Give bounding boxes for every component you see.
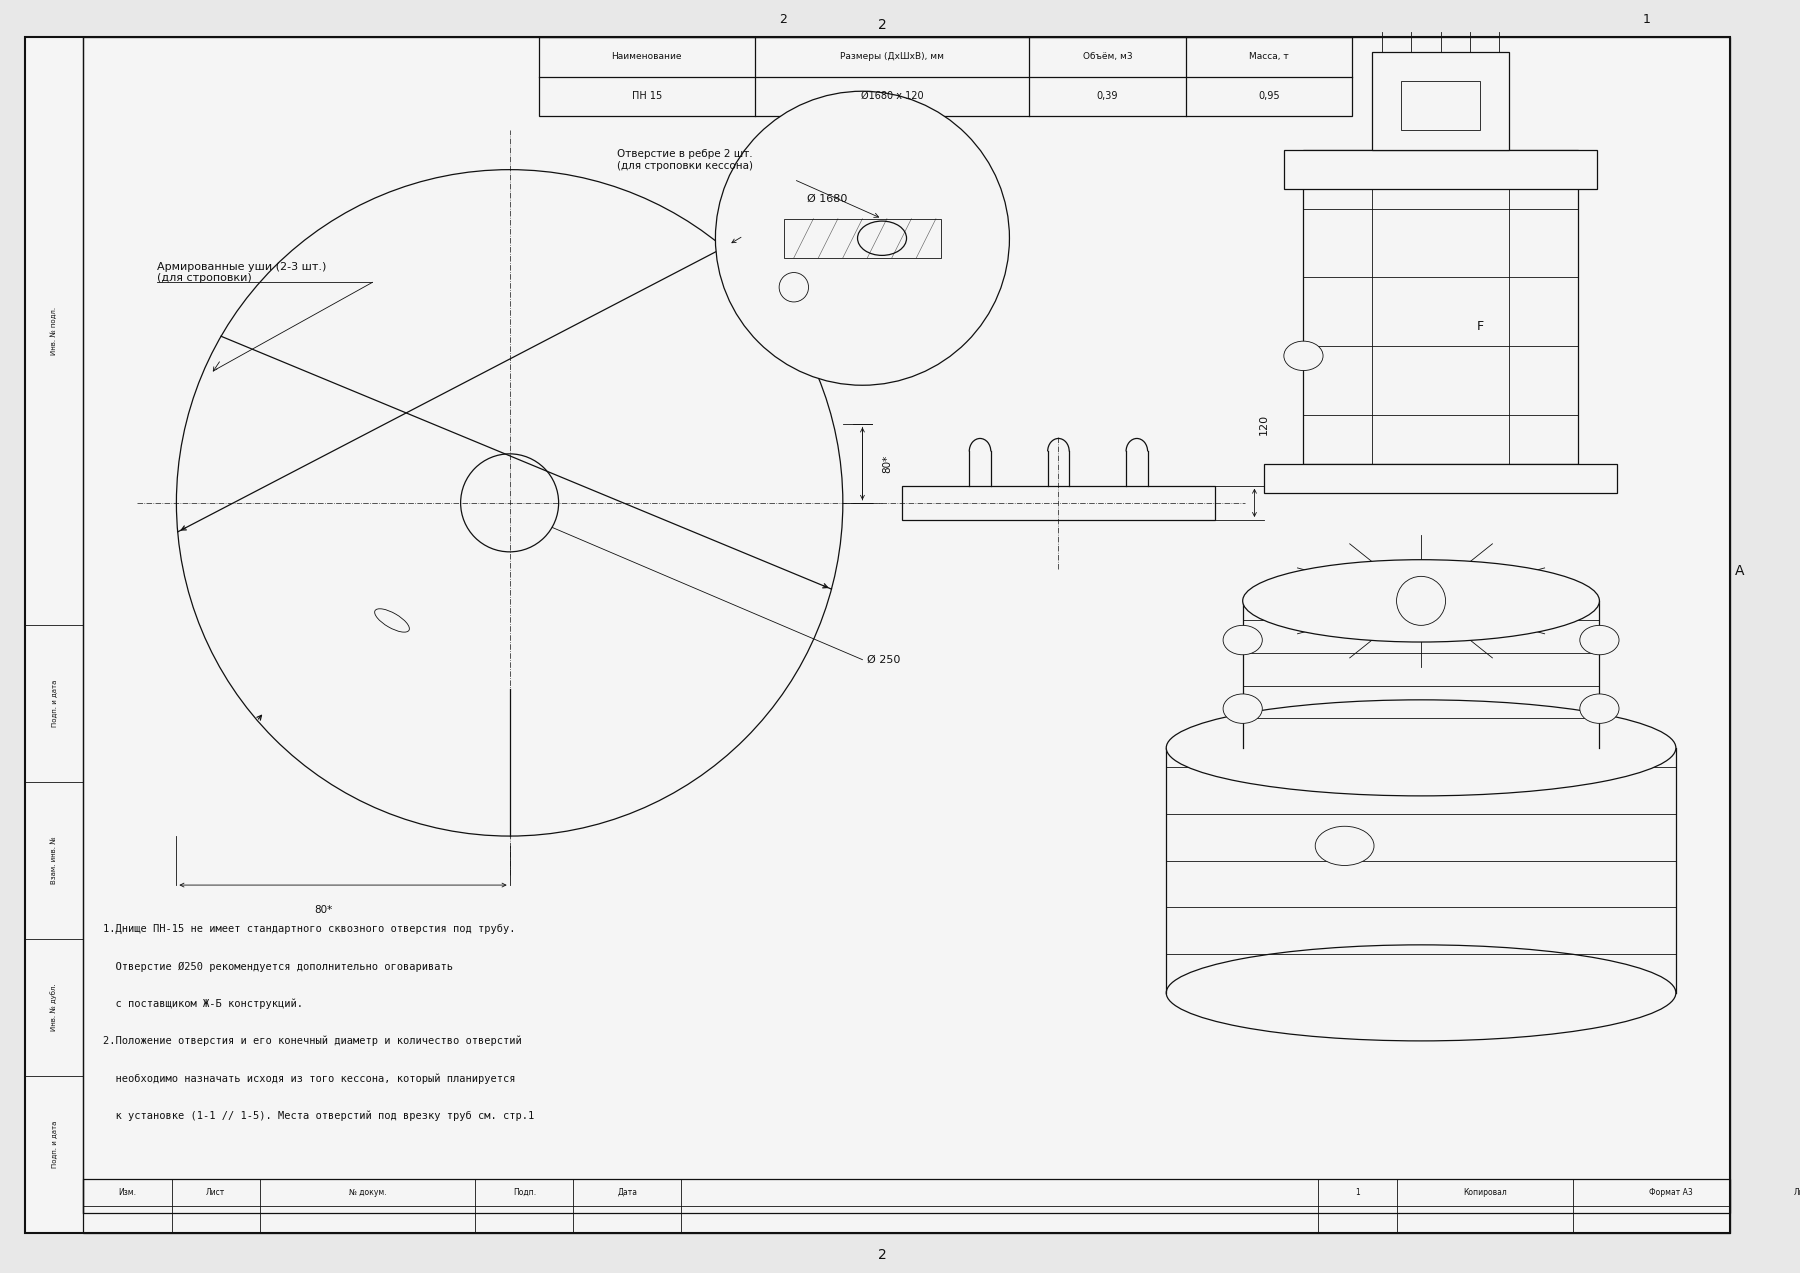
Text: Лист: Лист xyxy=(1793,1188,1800,1197)
Ellipse shape xyxy=(1222,625,1262,654)
Text: Инв. № подл.: Инв. № подл. xyxy=(50,307,58,355)
Text: Подп. и дата: Подп. и дата xyxy=(50,680,58,727)
Text: 0,39: 0,39 xyxy=(1096,92,1118,101)
Ellipse shape xyxy=(1222,694,1262,723)
Bar xyxy=(1283,150,1597,190)
Text: Размеры (ДхШхВ), мм: Размеры (ДхШхВ), мм xyxy=(841,52,943,61)
Text: Отверстие Ø250 рекомендуется дополнительно оговаривать: Отверстие Ø250 рекомендуется дополнитель… xyxy=(103,961,454,971)
Text: 80*: 80* xyxy=(882,454,893,472)
Text: ПН 15: ПН 15 xyxy=(632,92,662,101)
Text: № докум.: № докум. xyxy=(349,1188,387,1197)
Bar xyxy=(1402,81,1480,130)
Text: Изм.: Изм. xyxy=(119,1188,137,1197)
Bar xyxy=(83,1179,1730,1234)
Text: Армированные уши (2-3 шт.)
(для строповки): Армированные уши (2-3 шт.) (для строповк… xyxy=(157,262,326,284)
Text: к установке (1-1 // 1-5). Места отверстий под врезку труб см. стр.1: к установке (1-1 // 1-5). Места отверсти… xyxy=(103,1110,535,1122)
Text: 80*: 80* xyxy=(315,905,333,915)
Text: Ø 250: Ø 250 xyxy=(868,654,900,665)
Bar xyxy=(1264,463,1616,493)
Text: Масса, т: Масса, т xyxy=(1249,52,1289,61)
Text: F: F xyxy=(1476,320,1483,334)
Ellipse shape xyxy=(1166,700,1676,796)
Text: 2: 2 xyxy=(878,1248,886,1262)
Text: Взам. инв. №: Взам. инв. № xyxy=(50,836,58,885)
Ellipse shape xyxy=(1283,341,1323,370)
Text: 2.Положение отверстия и его конечный диаметр и количество отверстий: 2.Положение отверстия и его конечный диа… xyxy=(103,1036,522,1046)
Text: с поставщиком Ж-Б конструкций.: с поставщиком Ж-Б конструкций. xyxy=(103,999,302,1009)
Text: Наименование: Наименование xyxy=(612,52,682,61)
Text: Копировал: Копировал xyxy=(1463,1188,1507,1197)
Text: Объём, м3: Объём, м3 xyxy=(1082,52,1132,61)
Text: 2: 2 xyxy=(779,13,787,25)
Text: Лист: Лист xyxy=(205,1188,225,1197)
Bar xyxy=(538,37,1352,116)
Text: Ø1680 x 120: Ø1680 x 120 xyxy=(860,92,923,101)
Text: 0,95: 0,95 xyxy=(1258,92,1280,101)
Text: 1: 1 xyxy=(1643,13,1651,25)
Text: 1.Днище ПН-15 не имеет стандартного сквозного отверстия под трубу.: 1.Днище ПН-15 не имеет стандартного скво… xyxy=(103,924,515,934)
Text: Дата: Дата xyxy=(617,1188,637,1197)
Ellipse shape xyxy=(1580,694,1618,723)
Text: 2: 2 xyxy=(878,18,886,32)
Circle shape xyxy=(715,92,1010,386)
Text: Ø 1680: Ø 1680 xyxy=(806,193,848,204)
Text: Инв. № дубл.: Инв. № дубл. xyxy=(50,984,58,1031)
Text: Отверстие в ребре 2 шт.
(для строповки кессона): Отверстие в ребре 2 шт. (для строповки к… xyxy=(617,149,754,171)
Text: Формат А3: Формат А3 xyxy=(1649,1188,1692,1197)
Ellipse shape xyxy=(1242,560,1600,642)
Bar xyxy=(1372,52,1508,150)
Text: 120: 120 xyxy=(1260,414,1269,435)
Text: A: A xyxy=(1735,564,1744,578)
Text: 1: 1 xyxy=(1355,1188,1359,1197)
Text: Подп.: Подп. xyxy=(513,1188,536,1197)
Bar xyxy=(1303,150,1579,463)
Bar xyxy=(902,486,1215,519)
Ellipse shape xyxy=(1316,826,1373,866)
Text: Подп. и дата: Подп. и дата xyxy=(50,1122,58,1169)
Ellipse shape xyxy=(1580,625,1618,654)
Bar xyxy=(785,219,941,258)
Ellipse shape xyxy=(1166,945,1676,1041)
Text: необходимо назначать исходя из того кессона, который планируется: необходимо назначать исходя из того кесс… xyxy=(103,1073,515,1083)
